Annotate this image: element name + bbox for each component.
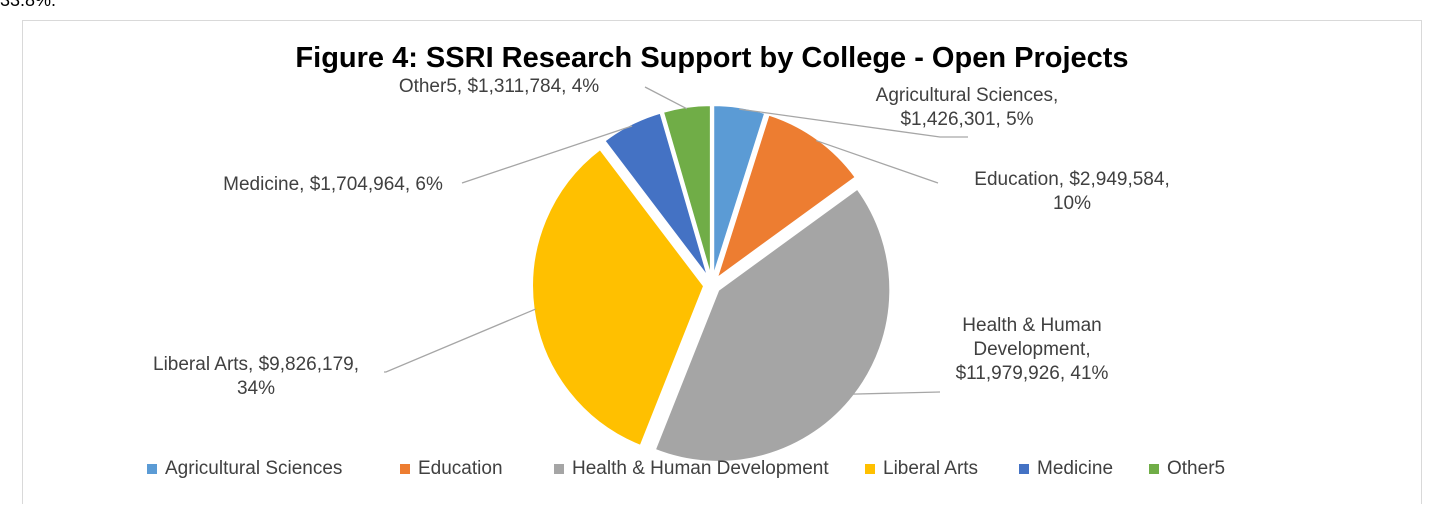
- leader-line-health-human-development: [852, 391, 941, 395]
- data-label-liberal-arts: Liberal Arts, $9,826,179, 34%: [153, 354, 359, 399]
- legend-swatch: [865, 464, 875, 474]
- legend-swatch: [147, 464, 157, 474]
- legend-item-agricultural-sciences: Agricultural Sciences: [147, 458, 342, 479]
- legend-item-medicine: Medicine: [1019, 458, 1113, 479]
- data-labels: Agricultural Sciences, $1,426,301, 5% Educ…: [153, 76, 1170, 399]
- pie-slice-health-human-development: [653, 187, 892, 463]
- top-text-fragment: 33.8%.: [0, 0, 57, 10]
- legend-swatch: [554, 464, 564, 474]
- pie-slice-other5: [661, 104, 712, 278]
- data-label-other5: Other5, $1,311,784, 4%: [399, 76, 599, 97]
- chart-title: Figure 4: SSRI Research Support by Colle…: [295, 42, 1128, 74]
- leader-line-liberal-arts: [384, 308, 536, 373]
- leader-lines: [384, 86, 968, 395]
- legend-label: Agricultural Sciences: [165, 458, 342, 479]
- legend-label: Education: [418, 458, 503, 479]
- legend-label: Liberal Arts: [883, 458, 978, 479]
- legend-item-education: Education: [400, 458, 503, 479]
- legend-label: Health & Human Development: [572, 458, 829, 479]
- legend-swatch: [1149, 464, 1159, 474]
- legend-swatch: [400, 464, 410, 474]
- chart-frame: [22, 20, 1422, 504]
- leader-line-other5: [644, 86, 688, 110]
- legend: Agricultural Sciences Education Health & H…: [147, 458, 1225, 479]
- data-label-agricultural-sciences: Agricultural Sciences, $1,426,301, 5%: [876, 85, 1059, 130]
- pie-slices: [531, 104, 892, 463]
- legend-label: Other5: [1167, 458, 1225, 479]
- data-label-medicine: Medicine, $1,704,964, 6%: [223, 174, 443, 195]
- leader-line-agricultural-sciences: [739, 108, 968, 138]
- leader-line-education: [815, 139, 939, 184]
- data-label-education: Education, $2,949,584, 10%: [974, 169, 1169, 214]
- legend-label: Medicine: [1037, 458, 1113, 479]
- legend-item-health-human-development: Health & Human Development: [554, 458, 829, 479]
- leader-line-medicine: [461, 125, 633, 184]
- legend-item-liberal-arts: Liberal Arts: [865, 458, 978, 479]
- pie-slice-education: [714, 113, 858, 282]
- pie-slice-medicine: [603, 111, 710, 279]
- data-label-health-human-development: Health & Human Development, $11,979,926, 4…: [956, 315, 1109, 384]
- legend-item-other5: Other5: [1149, 458, 1225, 479]
- legend-swatch: [1019, 464, 1029, 474]
